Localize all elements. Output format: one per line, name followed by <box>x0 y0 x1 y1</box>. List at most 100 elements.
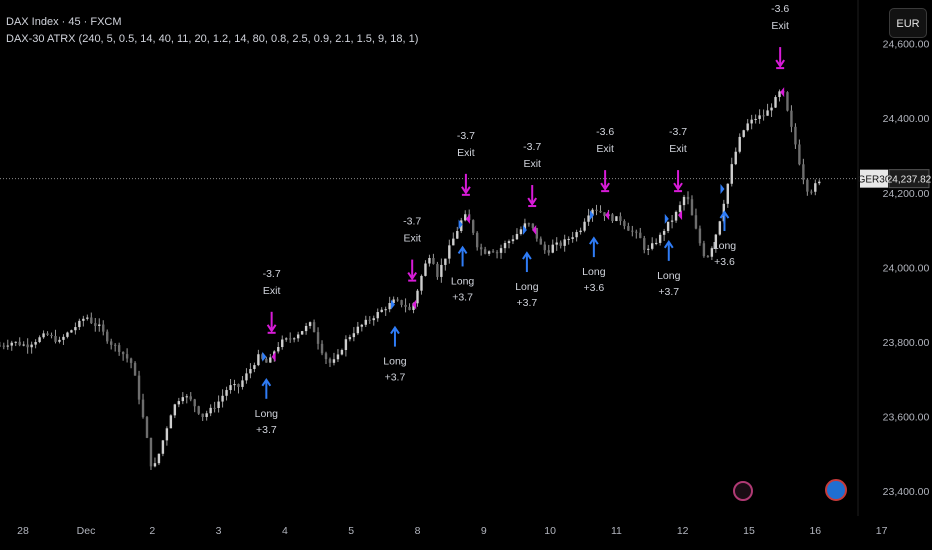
candle-body <box>6 345 9 347</box>
candle-body <box>440 264 443 277</box>
long-arrow-head <box>390 325 400 335</box>
candle-body <box>551 244 554 253</box>
candle-body <box>312 322 316 333</box>
x-tick-label: 5 <box>348 525 354 537</box>
candle-body <box>10 342 13 346</box>
candle-body <box>575 232 578 238</box>
exit-marker <box>605 210 610 221</box>
candle-body <box>209 407 212 414</box>
candle-body <box>58 339 61 342</box>
candle-body <box>452 238 455 246</box>
candle-body <box>503 243 507 249</box>
candle-body <box>145 417 149 438</box>
long-arrow-head <box>663 240 674 249</box>
candle-body <box>177 401 181 405</box>
candle-body <box>651 243 654 249</box>
candle-body <box>499 248 503 253</box>
price-label-symbol-bg <box>860 169 888 188</box>
candle-body <box>511 239 515 242</box>
candle-body <box>599 210 602 213</box>
candle-body <box>754 118 757 120</box>
candle-body <box>774 97 777 108</box>
long-value-label: +3.6 <box>714 256 735 268</box>
candle-body <box>161 440 165 454</box>
long-marker <box>458 219 463 230</box>
candle-body <box>555 242 558 245</box>
long-value-label: +3.7 <box>385 372 406 384</box>
exit-label: Exit <box>523 158 541 170</box>
lightning-icon[interactable] <box>733 481 753 501</box>
long-arrow-head <box>589 236 599 245</box>
candle-body <box>678 205 682 212</box>
candle-body <box>50 334 53 336</box>
candle-body <box>726 183 729 204</box>
candle-body <box>698 228 702 244</box>
candle-body <box>197 406 200 414</box>
candle-body <box>320 343 324 354</box>
candle-body <box>428 257 431 264</box>
candle-body <box>714 234 718 249</box>
x-tick-label: 17 <box>876 525 888 537</box>
candle-body <box>221 395 224 402</box>
candle-body <box>654 242 658 244</box>
candle-body <box>471 220 475 233</box>
candle-body <box>90 317 93 324</box>
candle-body <box>356 326 360 334</box>
candle-body <box>241 380 244 387</box>
exit-arrow-head <box>600 182 610 191</box>
candle-body <box>141 399 145 418</box>
candle-body <box>627 226 630 231</box>
candle-body <box>18 341 21 346</box>
candle-body <box>412 303 415 310</box>
long-marker <box>390 299 395 310</box>
candle-body <box>591 209 594 216</box>
candle-body <box>277 347 280 352</box>
event-icon[interactable] <box>825 479 847 501</box>
candle-body <box>269 357 272 363</box>
candle-body <box>559 242 562 246</box>
candle-body <box>718 221 722 235</box>
candle-body <box>372 318 375 321</box>
exit-marker <box>532 225 537 236</box>
currency-button[interactable]: EUR <box>889 8 927 38</box>
exit-label: Exit <box>669 143 687 155</box>
candle-body <box>420 275 423 291</box>
x-tick-label: 3 <box>216 525 222 537</box>
candle-body <box>324 353 328 360</box>
exit-marker <box>412 299 417 310</box>
exit-arrow-head <box>461 186 471 195</box>
exit-marker <box>678 210 683 221</box>
candle-body <box>2 345 5 347</box>
long-marker <box>720 184 725 195</box>
candle-body <box>758 115 761 119</box>
candle-body <box>70 330 73 333</box>
candle-body <box>408 306 411 310</box>
candle-body <box>643 238 646 250</box>
candle-body <box>794 126 797 145</box>
candle-body <box>106 331 109 342</box>
indicator-title[interactable]: DAX-30 ATRX (240, 5, 0.5, 14, 40, 11, 20… <box>6 33 419 45</box>
candle-body <box>694 215 698 229</box>
candle-body <box>289 338 292 340</box>
long-label: Long <box>451 275 475 287</box>
symbol-title[interactable]: DAX Index · 45 · FXCM <box>6 16 122 28</box>
candle-body <box>404 304 407 307</box>
candle-body <box>113 344 117 346</box>
candle-body <box>340 350 344 355</box>
candle-body <box>531 223 535 228</box>
price-label-value: 24,237.82 <box>887 175 932 186</box>
candle-body <box>117 345 121 352</box>
candle-body <box>483 249 487 254</box>
x-tick-label: 8 <box>415 525 421 537</box>
y-tick-label: 23,800.00 <box>883 337 930 349</box>
candle-body <box>225 390 228 396</box>
long-label: Long <box>255 408 279 420</box>
candle-body <box>519 229 523 234</box>
candle-body <box>400 300 403 305</box>
exit-label: Exit <box>771 20 789 32</box>
y-tick-label: 23,600.00 <box>883 411 930 423</box>
long-marker <box>522 225 527 236</box>
candle-body <box>666 221 670 231</box>
